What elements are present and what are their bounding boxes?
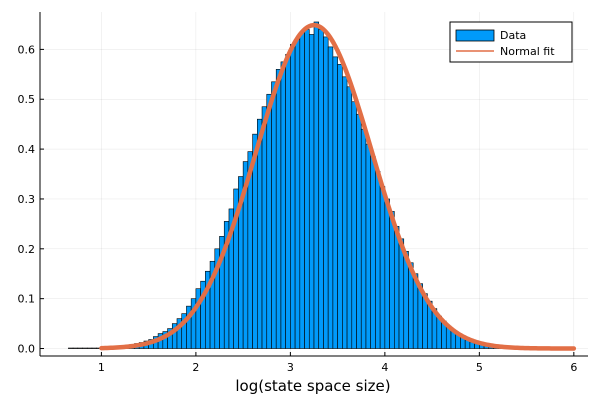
normal-fit-line: [99, 22, 577, 351]
histogram-bar: [379, 186, 386, 349]
histogram-bar: [318, 29, 324, 349]
histogram-bar: [257, 118, 263, 349]
histogram-bar: [68, 347, 74, 349]
histogram-bar: [91, 347, 97, 349]
histogram-bar: [285, 54, 291, 349]
histogram-bar: [82, 347, 88, 349]
x-tick-label: 3: [287, 361, 294, 374]
legend-label-data: Data: [500, 29, 526, 42]
x-tick-labels: 1 2 3 4 5 6: [98, 361, 577, 374]
x-tick-label: 1: [98, 361, 105, 374]
histogram-bar: [356, 113, 362, 349]
histogram-bar: [389, 211, 395, 349]
histogram-bar: [351, 101, 357, 349]
legend-box: [449, 21, 573, 63]
histogram-bar: [304, 29, 310, 349]
histogram-bar: [398, 238, 405, 349]
legend-label-fit: Normal fit: [500, 45, 555, 58]
x-tick-label: 4: [381, 361, 388, 374]
histogram-bar: [384, 198, 390, 349]
x-tick-label: 2: [192, 361, 199, 374]
histogram-bar: [375, 171, 381, 349]
histogram-bar: [86, 347, 93, 349]
legend: Data Normal fit: [449, 21, 573, 63]
histogram-bar: [346, 86, 353, 349]
histogram-bar: [337, 64, 343, 349]
histogram-bar: [365, 143, 371, 349]
x-tick-label: 5: [476, 361, 483, 374]
legend-swatch-data: [455, 29, 495, 42]
histogram-bar: [327, 46, 334, 349]
histogram-bar: [290, 44, 296, 349]
histogram-bar: [299, 31, 305, 349]
histogram-bar: [280, 61, 286, 349]
y-tick-label: 0.6: [18, 43, 36, 56]
x-axis-label: log(state space size): [235, 377, 390, 395]
y-tick-label: 0.0: [18, 343, 36, 356]
histogram-bar: [313, 21, 320, 349]
histogram-bar: [342, 76, 348, 349]
y-tick-labels: 0.0 0.1 0.2 0.3 0.4 0.5 0.6: [18, 43, 36, 355]
histogram-bar: [323, 36, 329, 349]
histogram-bar: [275, 69, 282, 349]
histogram-bar: [271, 81, 277, 349]
histogram-bar: [394, 226, 400, 349]
histogram-bar: [308, 34, 315, 349]
histogram-bar: [332, 56, 338, 349]
y-tick-label: 0.1: [18, 293, 36, 306]
y-tick-label: 0.4: [18, 143, 36, 156]
histogram-bar: [294, 39, 301, 349]
histogram-bars: [68, 21, 546, 349]
y-tick-label: 0.5: [18, 93, 36, 106]
x-tick-label: 6: [570, 361, 577, 374]
axes: [39, 12, 588, 357]
histogram-bar: [72, 347, 79, 349]
y-tick-label: 0.3: [18, 193, 36, 206]
histogram-bar: [266, 93, 272, 349]
histogram-bar: [261, 106, 268, 349]
histogram-bar: [360, 128, 367, 349]
y-tick-label: 0.2: [18, 243, 36, 256]
histogram-bar: [370, 156, 376, 349]
histogram-bar: [77, 347, 83, 349]
